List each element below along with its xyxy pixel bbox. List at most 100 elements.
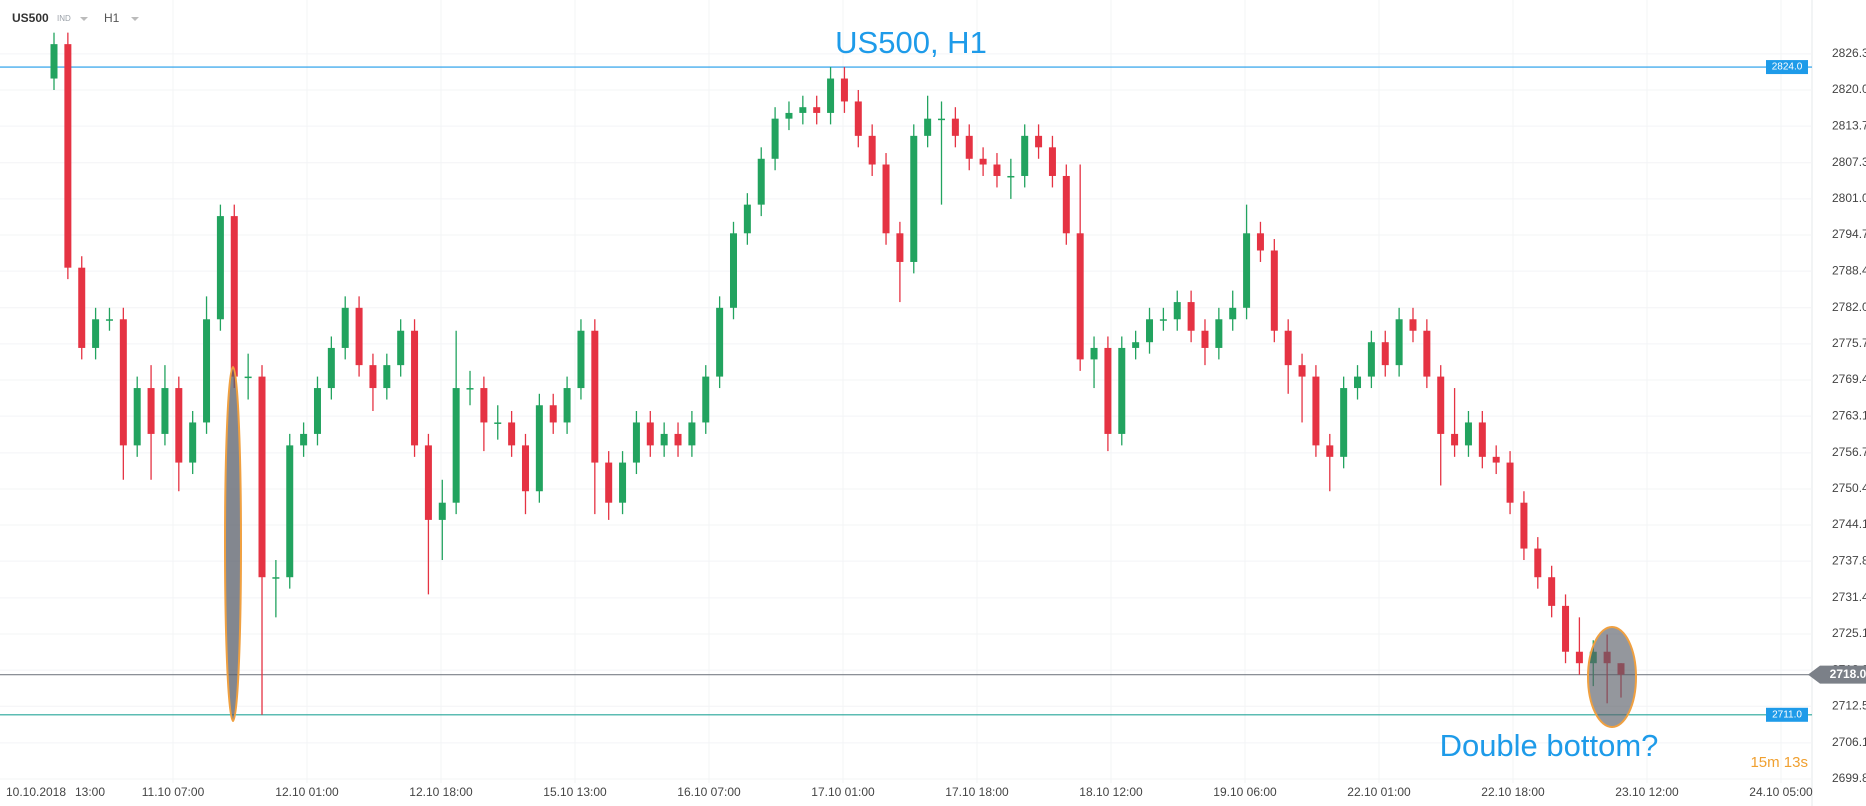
candle-body xyxy=(1464,422,1472,446)
candle-body xyxy=(64,44,72,268)
x-tick-label: 16.10 07:00 xyxy=(677,785,741,799)
candle-body xyxy=(1506,462,1514,503)
candle-body xyxy=(1395,319,1403,366)
candle-body xyxy=(799,107,807,113)
timeframe[interactable]: H1 xyxy=(104,11,120,25)
y-tick-label: 2712.5 xyxy=(1832,698,1866,712)
x-tick-label: 22.10 01:00 xyxy=(1347,785,1411,799)
symbol[interactable]: US500 xyxy=(12,11,49,25)
level-label: 2711.0 xyxy=(1772,709,1802,720)
candle-body xyxy=(1007,175,1015,178)
candle-body xyxy=(1215,319,1223,348)
candle-body xyxy=(910,135,918,262)
candle-body xyxy=(105,319,113,321)
y-tick-label: 2737.8 xyxy=(1832,553,1866,567)
candle-body xyxy=(1575,651,1583,664)
candle-body xyxy=(1104,347,1112,434)
candle-body xyxy=(813,107,821,113)
candle-body xyxy=(1423,330,1431,377)
candle-body xyxy=(494,422,502,424)
candle-body xyxy=(411,330,419,446)
dropdown-icon[interactable] xyxy=(131,17,139,21)
candle-body xyxy=(882,164,890,234)
candle-body xyxy=(383,365,391,389)
y-tick-label: 2782.0 xyxy=(1832,300,1866,314)
candle-body xyxy=(979,158,987,165)
chart-title: US500, H1 xyxy=(835,25,987,60)
candle-body xyxy=(1076,233,1084,360)
candle-body xyxy=(840,78,848,102)
candle-body xyxy=(757,158,765,205)
y-tick-label: 2807.3 xyxy=(1832,155,1866,169)
candle-body xyxy=(1062,175,1070,234)
candle-body xyxy=(1270,250,1278,331)
candle-body xyxy=(1048,147,1056,176)
candle-body xyxy=(1284,330,1292,366)
candle-body xyxy=(203,319,211,423)
candle-body xyxy=(397,330,405,366)
candle-body xyxy=(1340,388,1348,457)
y-tick-label: 2699.8 xyxy=(1832,771,1866,785)
candle-body xyxy=(771,118,779,159)
candle-body xyxy=(313,388,321,434)
candle-body xyxy=(1229,307,1237,320)
candle-body xyxy=(521,445,529,492)
candle-body xyxy=(1478,422,1486,457)
y-tick-label: 2801.0 xyxy=(1832,191,1866,205)
highlight-second-bottom xyxy=(1587,626,1637,728)
candle-body xyxy=(244,376,252,379)
candle-body xyxy=(716,307,724,377)
y-tick-label: 2731.4 xyxy=(1832,590,1866,604)
candle-body xyxy=(743,204,751,234)
x-tick-label: 23.10 12:00 xyxy=(1615,785,1679,799)
candle-body xyxy=(258,376,266,578)
candle-body xyxy=(951,118,959,136)
y-tick-label: 2706.1 xyxy=(1832,735,1866,749)
candle-body xyxy=(369,365,377,389)
candle-body xyxy=(729,233,737,308)
candle-body xyxy=(1520,502,1528,549)
y-tick-label: 2794.7 xyxy=(1832,227,1866,241)
candle-body xyxy=(1548,577,1556,606)
x-tick-label: 12.10 18:00 xyxy=(409,785,473,799)
candle-body xyxy=(1132,342,1140,348)
candle-body xyxy=(1437,376,1445,434)
market[interactable]: IND xyxy=(57,14,71,23)
dropdown-icon[interactable] xyxy=(80,17,88,21)
x-tick-label: 10.10.2018 xyxy=(6,785,66,799)
candle-body xyxy=(230,216,238,377)
candle-body xyxy=(1298,365,1306,377)
candle-body xyxy=(605,462,613,503)
candle-body xyxy=(1090,347,1098,360)
candle-body xyxy=(327,347,335,389)
candle-body xyxy=(1035,135,1043,148)
levels xyxy=(0,66,1812,716)
x-tick-label: 22.10 18:00 xyxy=(1481,785,1545,799)
time-axis: 10.10.2018 13:00 11.10 07:00 12.10 01:00 12.… xyxy=(6,785,1813,799)
candle-body xyxy=(702,376,710,423)
candle-body xyxy=(1173,302,1181,320)
y-tick-label: 2820.0 xyxy=(1832,82,1866,96)
candle-body xyxy=(1562,605,1570,652)
candle-body xyxy=(674,433,682,446)
candle-body xyxy=(92,319,100,348)
x-tick-label: 15.10 13:00 xyxy=(543,785,607,799)
candle-body xyxy=(216,216,224,320)
candle-body xyxy=(1201,330,1209,348)
candle-body xyxy=(646,422,654,446)
highlight-first-bottom xyxy=(224,366,242,722)
candle-body xyxy=(175,388,183,463)
candle-body xyxy=(438,502,446,520)
annotation: Double bottom? xyxy=(1440,728,1659,763)
candle-body xyxy=(591,330,599,463)
y-tick-label: 2788.4 xyxy=(1832,263,1866,277)
candle-body xyxy=(1492,456,1500,463)
x-tick-label: 11.10 07:00 xyxy=(142,785,205,799)
candle-body xyxy=(688,422,696,446)
candle-body xyxy=(286,445,294,578)
y-tick-label: 2750.4 xyxy=(1832,481,1866,495)
candle-timer: 15m 13s xyxy=(1750,754,1808,771)
